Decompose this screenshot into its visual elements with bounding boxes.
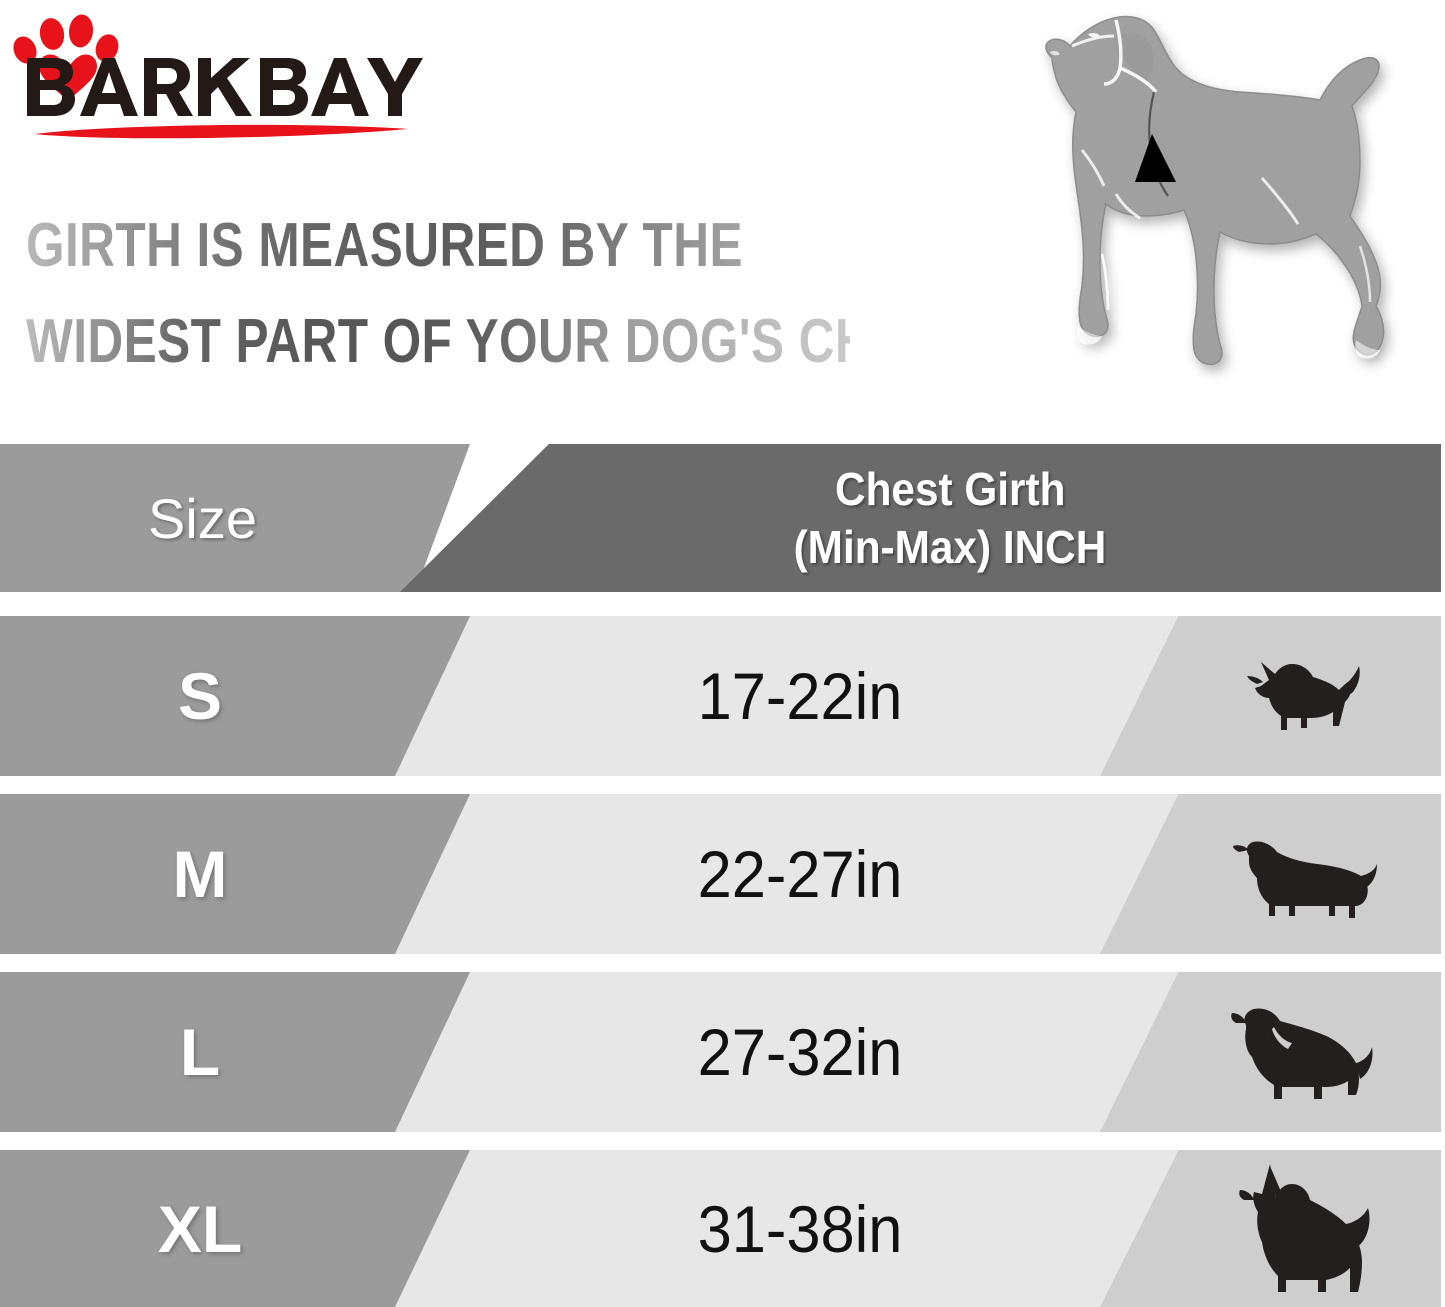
row-girth-segment [395,1150,1185,1307]
dog-illustration-svg [1045,15,1385,366]
headline-line-1: GIRTH IS MEASURED BY THE [26,198,850,294]
table-header-row: Size Chest Girth (Min-Max) INCH [0,444,1445,592]
logo-swoosh [34,124,408,139]
chihuahua-svg [1247,662,1360,730]
dog-side-profile-icon [1030,0,1445,396]
dog-body [1045,15,1385,366]
girth-value: 27-32in [697,1015,903,1089]
row-size-segment [0,794,470,954]
header-girth-label: Chest Girth (Min-Max) INCH [455,444,1445,592]
row-size-segment [0,972,470,1132]
dachshund-silhouette-icon [1175,794,1435,954]
dog-ear [1116,32,1154,82]
chihuahua-silhouette-icon [1175,616,1435,776]
size-chart-table: Size Chest Girth (Min-Max) INCH S 17-22i… [0,444,1445,1307]
header-size-segment [0,444,470,592]
row-girth-segment [395,616,1185,776]
logo-svg [13,14,423,139]
header-girth-line-1: Chest Girth [834,463,1066,515]
girth-value: 17-22in [697,659,903,733]
table-row: M 22-27in [0,794,1445,954]
size-label: S [177,659,223,733]
girth-value: 31-38in [697,1191,903,1266]
dachshund-svg [1233,841,1377,918]
brand-logo [8,6,428,146]
great-dane-silhouette-icon [1175,1150,1435,1307]
size-label: L [179,1015,221,1089]
mastiff-svg [1231,1008,1373,1099]
table-row: L 27-32in [0,972,1445,1132]
size-label: M [172,837,228,911]
row-size-segment [0,1150,470,1307]
girth-value: 22-27in [697,837,903,911]
header-girth-line-2: (Min-Max) INCH [793,521,1107,573]
size-label: XL [157,1191,243,1266]
headline-line-2: WIDEST PART OF YOUR DOG'S CHEST. [26,294,977,390]
great-dane-svg [1239,1163,1370,1292]
header-size-label: Size [148,486,257,550]
row-girth-segment [395,972,1185,1132]
dog-eye [1088,32,1100,38]
row-girth-segment [395,794,1185,954]
header-girth-segment [400,444,1441,592]
brand-wordmark [27,58,423,116]
headline: GIRTH IS MEASURED BY THE WIDEST PART OF … [26,198,1056,390]
chest-girth-arrow-icon [1135,134,1176,182]
table-row: S 17-22in [0,616,1445,776]
table-row: XL 31-38in [0,1150,1445,1307]
mastiff-silhouette-icon [1175,972,1435,1132]
row-size-segment [0,616,470,776]
